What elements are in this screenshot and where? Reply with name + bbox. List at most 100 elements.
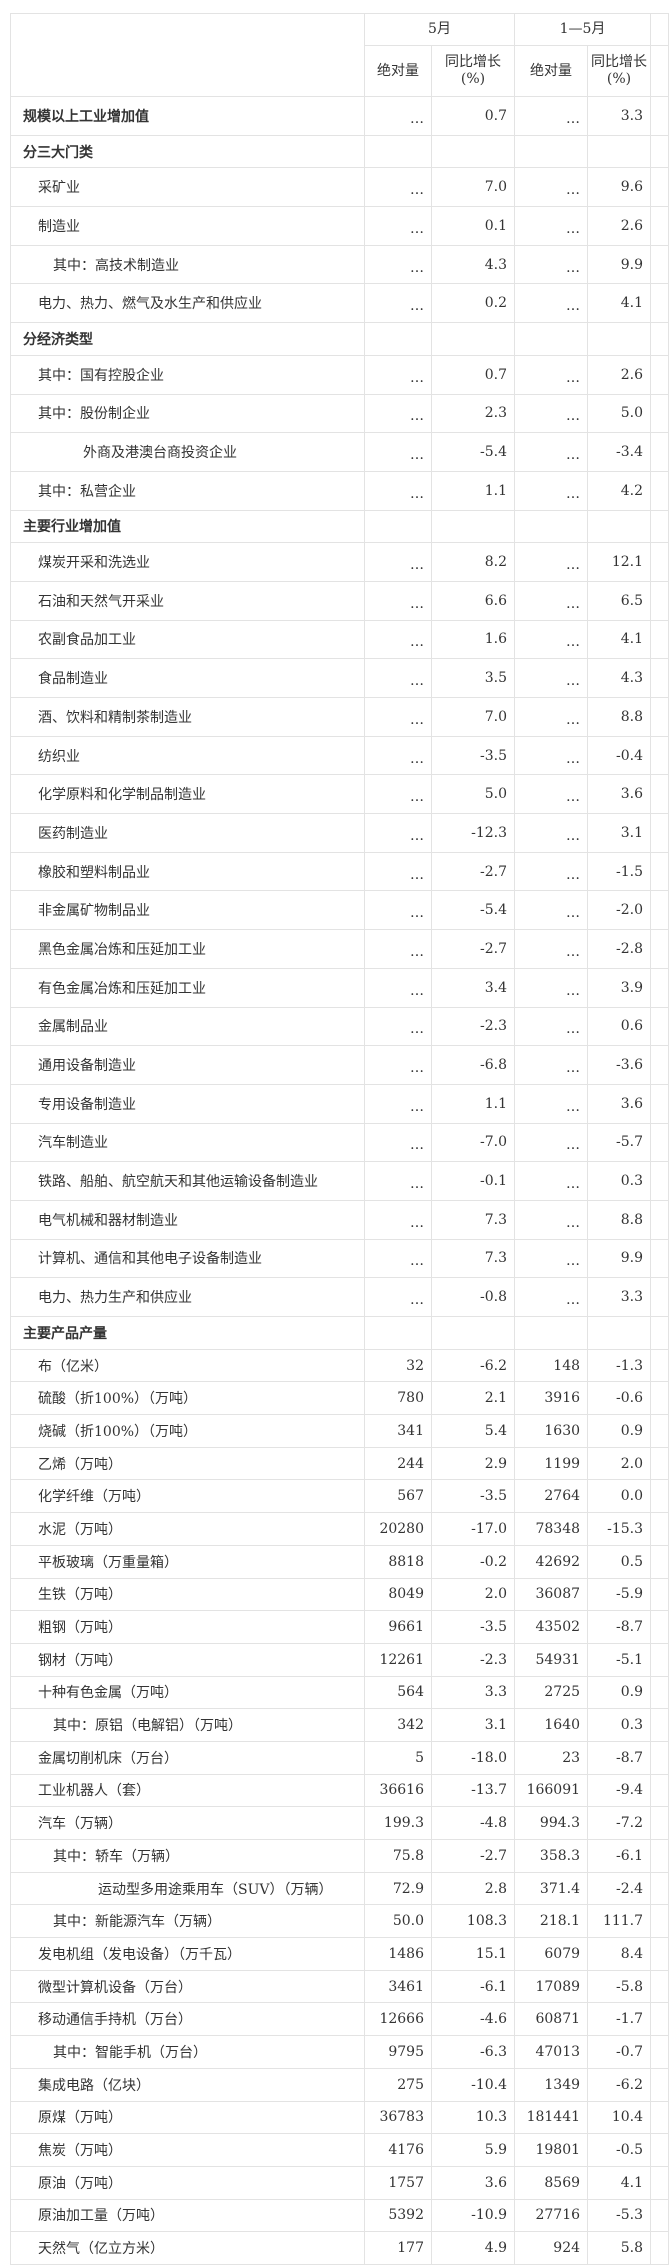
may-yoy-cell: 7.3 [430, 1238, 516, 1279]
spacer-cell [650, 354, 670, 395]
janmay-yoy-cell: 9.9 [587, 244, 652, 285]
may-absolute-cell: 1757 [364, 2165, 432, 2200]
may-yoy-cell: 5.4 [430, 1414, 516, 1448]
janmay-absolute-cell: … [514, 283, 589, 324]
table-row: 原煤（万吨） 36783 10.3 181441 10.4 [10, 2100, 670, 2135]
header-spacer [650, 13, 670, 46]
may-absolute-cell: 567 [364, 1479, 432, 1514]
may-absolute-cell: 3461 [364, 1969, 432, 2004]
table-row: 工业机器人（套） 36616 -13.7 166091 -9.4 [10, 1773, 670, 1808]
spacer-cell [650, 1740, 670, 1775]
spacer-cell [650, 1806, 670, 1840]
janmay-yoy-cell: 6.5 [587, 580, 652, 621]
table-row: 其中：高技术制造业… 4.3… 9.9 [10, 244, 670, 285]
table-row: 农副食品加工业… 1.6… 4.1 [10, 619, 670, 660]
header-janmay-absolute: 绝对量 [514, 45, 589, 97]
table-row: 专用设备制造业… 1.1… 3.6 [10, 1083, 670, 1124]
may-yoy-cell: 7.3 [430, 1199, 516, 1240]
janmay-yoy-cell: 3.6 [587, 1083, 652, 1124]
table-row: 电力、热力、燃气及水生产和供应业… 0.2… 4.1 [10, 283, 670, 324]
spacer-cell [650, 697, 670, 737]
may-absolute-cell: … [364, 697, 432, 737]
may-yoy-cell: 5.9 [430, 2133, 516, 2167]
spacer-cell [650, 1708, 670, 1742]
may-absolute-cell: … [364, 619, 432, 660]
janmay-yoy-cell: -7.2 [587, 1806, 652, 1840]
may-yoy-cell [430, 134, 516, 169]
row-label: 其中：轿车（万辆） [10, 1839, 365, 1873]
may-absolute-cell: 8818 [364, 1544, 432, 1579]
may-absolute-cell: 9795 [364, 2035, 432, 2069]
janmay-absolute-cell [514, 134, 589, 169]
may-absolute-cell: 75.8 [364, 1839, 432, 1873]
may-yoy-cell: -3.5 [430, 735, 516, 776]
janmay-yoy-cell: 3.3 [587, 96, 652, 136]
janmay-absolute-cell: 27716 [514, 2198, 589, 2233]
row-label: 其中：高技术制造业 [10, 244, 365, 285]
may-absolute-cell: 12261 [364, 1642, 432, 1677]
table-row: 金属制品业… -2.3… 0.6 [10, 1006, 670, 1047]
spacer-cell [650, 1610, 670, 1644]
may-absolute-cell [364, 509, 432, 544]
janmay-yoy-cell: -5.8 [587, 1969, 652, 2004]
may-yoy-cell [430, 322, 516, 356]
row-label: 其中：私营企业 [10, 470, 365, 511]
janmay-yoy-cell: 12.1 [587, 542, 652, 582]
row-label: 采矿业 [10, 167, 365, 208]
janmay-absolute-cell: 1349 [514, 2067, 589, 2102]
spacer-cell [650, 1937, 670, 1971]
may-absolute-cell: 5392 [364, 2198, 432, 2233]
spacer-cell [650, 1238, 670, 1279]
may-yoy-cell: -10.4 [430, 2067, 516, 2102]
janmay-absolute-cell: 1630 [514, 1414, 589, 1448]
table-row: 十种有色金属（万吨） 564 3.3 2725 0.9 [10, 1675, 670, 1710]
may-yoy-cell: 4.9 [430, 2231, 516, 2265]
spacer-cell [650, 1277, 670, 1317]
spacer-cell [650, 2100, 670, 2135]
may-yoy-cell: 10.3 [430, 2100, 516, 2135]
janmay-yoy-cell: 0.3 [587, 1161, 652, 1201]
may-absolute-cell: … [364, 774, 432, 815]
spacer-cell [650, 1381, 670, 1416]
table-row: 其中：股份制企业… 2.3… 5.0 [10, 393, 670, 434]
janmay-absolute-cell: … [514, 967, 589, 1008]
table-row: 纺织业… -3.5… -0.4 [10, 735, 670, 776]
row-label: 黑色金属冶炼和压延加工业 [10, 929, 365, 969]
janmay-yoy-cell: 5.8 [587, 2231, 652, 2265]
may-absolute-cell: … [364, 929, 432, 969]
may-absolute-cell: 199.3 [364, 1806, 432, 1840]
may-yoy-cell: 1.1 [430, 470, 516, 511]
row-label: 橡胶和塑料制品业 [10, 851, 365, 892]
row-label: 天然气（亿立方米） [10, 2231, 365, 2265]
table-row: 有色金属冶炼和压延加工业… 3.4… 3.9 [10, 967, 670, 1008]
may-yoy-cell: 2.3 [430, 393, 516, 434]
janmay-absolute-cell: … [514, 1238, 589, 1279]
row-label: 电气机械和器材制造业 [10, 1199, 365, 1240]
spacer-cell [650, 393, 670, 434]
row-label: 农副食品加工业 [10, 619, 365, 660]
janmay-yoy-cell: -1.5 [587, 851, 652, 892]
may-yoy-cell: -13.7 [430, 1773, 516, 1808]
may-absolute-cell: 8049 [364, 1577, 432, 1612]
janmay-yoy-cell: 3.6 [587, 774, 652, 815]
may-yoy-cell: -0.1 [430, 1161, 516, 1201]
table-row: 橡胶和塑料制品业… -2.7… -1.5 [10, 851, 670, 892]
may-absolute-cell: 1486 [364, 1937, 432, 1971]
janmay-yoy-cell: 3.9 [587, 967, 652, 1008]
may-yoy-cell: 108.3 [430, 1904, 516, 1939]
spacer-cell [650, 2067, 670, 2102]
may-absolute-cell: … [364, 244, 432, 285]
spacer-cell [650, 470, 670, 511]
janmay-yoy-cell: -8.7 [587, 1740, 652, 1775]
janmay-yoy-cell: -6.1 [587, 1839, 652, 1873]
may-yoy-cell: 4.3 [430, 244, 516, 285]
janmay-absolute-cell: 148 [514, 1348, 589, 1383]
spacer-cell [650, 96, 670, 136]
row-label: 分三大门类 [10, 134, 365, 169]
row-label: 石油和天然气开采业 [10, 580, 365, 621]
may-yoy-cell: -5.4 [430, 890, 516, 931]
row-label: 焦炭（万吨） [10, 2133, 365, 2167]
may-yoy-cell: -17.0 [430, 1512, 516, 1546]
may-yoy-cell: -12.3 [430, 813, 516, 853]
janmay-yoy-cell [587, 322, 652, 356]
